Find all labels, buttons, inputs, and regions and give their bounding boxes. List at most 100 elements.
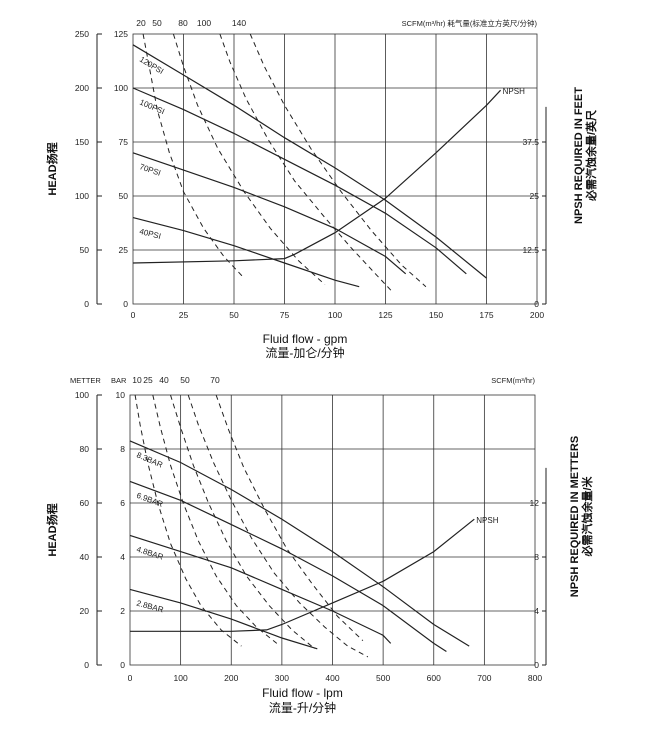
y-axis-title: HEAD扬程 bbox=[45, 142, 59, 195]
pressure-curve-120psi bbox=[132, 44, 487, 279]
npsh-curve bbox=[130, 518, 475, 632]
y-tick-label: 4 bbox=[120, 552, 125, 562]
npsh-axis-title-cn: 必需汽蚀余量/米 bbox=[580, 475, 594, 557]
outer-axis-label: 80 bbox=[80, 444, 90, 454]
chart-panel-2: 0 100 200 300 400 500 600 700 800024681002040608… bbox=[45, 375, 594, 715]
outer-axis-label: 60 bbox=[80, 498, 90, 508]
meter-header: METTER bbox=[70, 376, 101, 385]
x-tick-label: 0 bbox=[131, 310, 136, 320]
npsh-axis-title-cn: 必需汽蚀余量/英尺 bbox=[584, 110, 598, 202]
y-tick-label: 0 bbox=[120, 660, 125, 670]
x-axis-title-cn: 流量-升/分钟 bbox=[269, 700, 336, 715]
npsh-axis-label: 25 bbox=[530, 191, 540, 201]
npsh-axis-label: 37.5 bbox=[522, 137, 539, 147]
pressure-curve-40psi bbox=[132, 217, 360, 288]
x-tick-label: 200 bbox=[530, 310, 544, 320]
air-curve-50 bbox=[187, 394, 369, 658]
air-curve-40 bbox=[170, 394, 316, 650]
y-tick-label: 125 bbox=[114, 29, 128, 39]
air-curve-70 bbox=[215, 394, 364, 642]
x-axis-title: Fluid flow - lpm bbox=[262, 686, 343, 700]
x-tick-label: 150 bbox=[429, 310, 443, 320]
y-tick-label: 50 bbox=[119, 191, 129, 201]
air-tick-label: 50 bbox=[152, 18, 162, 28]
pressure-curve-label: 120PSI bbox=[138, 55, 165, 76]
x-tick-label: 100 bbox=[174, 673, 188, 683]
npsh-axis-label: 0 bbox=[534, 299, 539, 309]
pressure-curve-label: 4.8BAR bbox=[135, 545, 164, 562]
air-curve-140 bbox=[249, 33, 427, 288]
pressure-curve-8-3bar bbox=[129, 440, 470, 647]
outer-axis-label: 150 bbox=[75, 137, 89, 147]
y-tick-label: 2 bbox=[120, 606, 125, 616]
x-tick-label: 0 bbox=[128, 673, 133, 683]
outer-axis-label: 0 bbox=[84, 299, 89, 309]
air-tick-label: 10 bbox=[132, 375, 142, 385]
x-tick-label: 600 bbox=[427, 673, 441, 683]
x-tick-label: 700 bbox=[477, 673, 491, 683]
y-axis-title: HEAD扬程 bbox=[45, 503, 59, 556]
outer-axis-label: 250 bbox=[75, 29, 89, 39]
air-tick-label: 25 bbox=[143, 375, 153, 385]
air-curve-50 bbox=[172, 33, 326, 285]
outer-axis-label: 50 bbox=[80, 245, 90, 255]
npsh-axis-label: 12.5 bbox=[522, 245, 539, 255]
air-tick-label: 50 bbox=[180, 375, 190, 385]
air-tick-label: 140 bbox=[232, 18, 246, 28]
npsh-curve-label: NPSH bbox=[503, 87, 525, 96]
chart-panel-1: 0 25 50 75 100 125 150 175 200025507510012505010… bbox=[45, 18, 598, 360]
pressure-curve-6-9bar bbox=[129, 480, 447, 653]
x-tick-label: 200 bbox=[224, 673, 238, 683]
air-consumption-label: SCFM(m³/hr) 耗气量(标准立方英尺/分钟) bbox=[402, 18, 538, 28]
x-axis-title: Fluid flow - gpm bbox=[263, 332, 348, 346]
pressure-curve-70psi bbox=[132, 152, 407, 275]
outer-axis-label: 100 bbox=[75, 191, 89, 201]
npsh-curve-label: NPSH bbox=[476, 516, 498, 525]
x-tick-label: 500 bbox=[376, 673, 390, 683]
air-curve-25 bbox=[152, 394, 278, 644]
pressure-curve-4-8bar bbox=[129, 534, 392, 644]
y-tick-label: 0 bbox=[123, 299, 128, 309]
air-curve-10 bbox=[134, 394, 242, 647]
pressure-curve-label: 70PSI bbox=[138, 162, 162, 178]
y-tick-label: 75 bbox=[119, 137, 129, 147]
x-tick-label: 800 bbox=[528, 673, 542, 683]
air-tick-label: 40 bbox=[159, 375, 169, 385]
x-tick-label: 400 bbox=[325, 673, 339, 683]
x-tick-label: 75 bbox=[280, 310, 290, 320]
y-tick-label: 10 bbox=[116, 390, 126, 400]
outer-axis-label: 100 bbox=[75, 390, 89, 400]
x-axis-title-cn: 流量-加仑/分钟 bbox=[265, 345, 344, 360]
npsh-axis-label: 4 bbox=[534, 606, 539, 616]
x-tick-label: 300 bbox=[275, 673, 289, 683]
npsh-curve bbox=[132, 89, 502, 264]
y-tick-label: 25 bbox=[119, 245, 129, 255]
npsh-axis-label: 8 bbox=[534, 552, 539, 562]
outer-axis-label: 20 bbox=[80, 606, 90, 616]
npsh-axis-title: NPSH REQUIRED IN FEET bbox=[573, 87, 585, 224]
air-curve-80 bbox=[219, 33, 392, 292]
pressure-curve-2-8bar bbox=[129, 588, 318, 650]
air-tick-label: 70 bbox=[210, 375, 220, 385]
x-tick-label: 25 bbox=[179, 310, 189, 320]
x-tick-label: 100 bbox=[328, 310, 342, 320]
x-tick-label: 125 bbox=[378, 310, 392, 320]
npsh-axis-title: NPSH REQUIRED IN METTERS bbox=[569, 436, 581, 597]
air-tick-label: 20 bbox=[136, 18, 146, 28]
pressure-curve-label: 2.8BAR bbox=[135, 599, 164, 615]
air-tick-label: 100 bbox=[197, 18, 211, 28]
outer-axis-label: 40 bbox=[80, 552, 90, 562]
bar-header: BAR bbox=[111, 376, 127, 385]
npsh-axis-label: 0 bbox=[534, 660, 539, 670]
x-tick-label: 175 bbox=[479, 310, 493, 320]
air-curve-20 bbox=[142, 33, 245, 279]
y-tick-label: 8 bbox=[120, 444, 125, 454]
y-tick-label: 100 bbox=[114, 83, 128, 93]
air-tick-label: 80 bbox=[178, 18, 188, 28]
outer-axis-label: 0 bbox=[84, 660, 89, 670]
air-consumption-label: SCFM(m³/hr) bbox=[491, 376, 535, 385]
outer-axis-label: 200 bbox=[75, 83, 89, 93]
x-tick-label: 50 bbox=[229, 310, 239, 320]
pressure-curve-label: 6.9BAR bbox=[135, 491, 164, 509]
